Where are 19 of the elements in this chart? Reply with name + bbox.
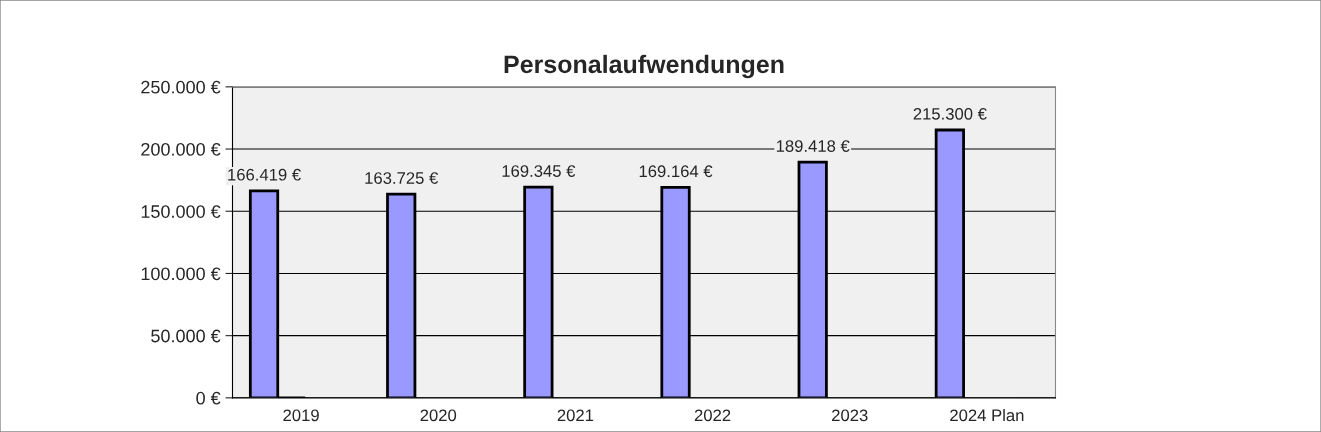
y-tick-label: 0 € xyxy=(196,391,221,405)
data-label: 215.300 € xyxy=(913,107,987,120)
y-tick-label: 100.000 € xyxy=(141,267,221,281)
x-tick-label: 2024 Plan xyxy=(950,408,1024,422)
y-tick-label: 50.000 € xyxy=(151,329,221,343)
data-label: 163.725 € xyxy=(365,172,439,184)
chart-title: Personalaufwendungen xyxy=(504,54,784,79)
y-tick-label: 150.000 € xyxy=(141,205,221,218)
x-tick-label: 2021 xyxy=(557,409,594,422)
data-label: 169.164 € xyxy=(639,165,713,178)
x-tick-label: 2020 xyxy=(420,409,457,422)
y-tick-label: 250.000 € xyxy=(141,80,221,94)
y-tick-label: 200.000 € xyxy=(141,142,221,156)
x-tick-label: 2019 xyxy=(283,409,319,422)
x-tick-label: 2023 xyxy=(832,409,868,422)
data-label: 189.418 € xyxy=(776,140,850,152)
x-tick-label: 2022 xyxy=(694,409,731,422)
data-label: 166.419 € xyxy=(228,168,301,181)
data-label: 169.345 € xyxy=(502,165,576,177)
